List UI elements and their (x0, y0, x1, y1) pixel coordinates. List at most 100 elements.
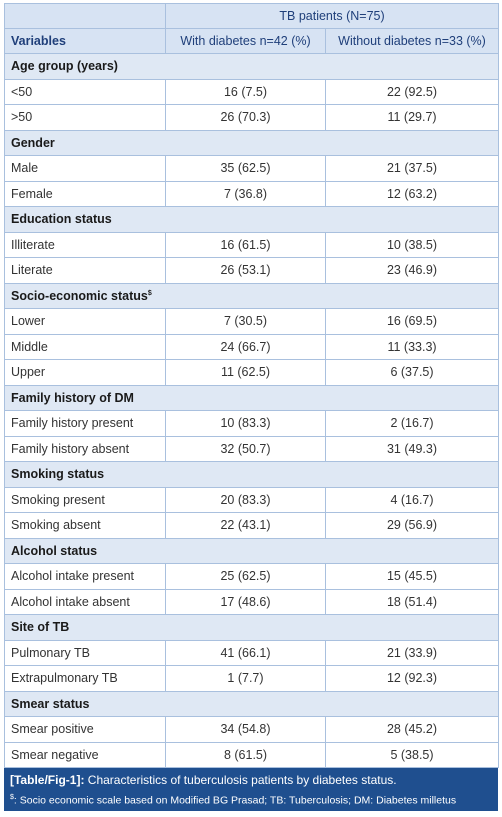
value-cell: 28 (45.2) (324, 716, 500, 743)
data-row: Extrapulmonary TB 1 (7.7) 12 (92.3) (4, 665, 500, 692)
row-label: >50 (4, 104, 166, 131)
section-title: Smear status (11, 696, 90, 711)
section-title: Education status (11, 212, 112, 227)
value-cell: 8 (61.5) (165, 741, 326, 768)
section-row: Gender (3, 129, 500, 156)
value-cell: 17 (48.6) (165, 588, 326, 615)
section-row: Age group (years) (3, 53, 500, 80)
row-label: Literate (4, 257, 166, 284)
value-cell: 11 (29.7) (324, 104, 500, 131)
value-cell: 21 (37.5) (324, 155, 500, 182)
section-marker: $ (147, 289, 152, 297)
caption-box: [Table/Fig-1]: Characteristics of tuberc… (4, 768, 498, 811)
row-label: Family history present (4, 410, 166, 437)
data-row: Illiterate 16 (61.5) 10 (38.5) (4, 231, 500, 258)
data-row: Middle 24 (66.7) 11 (33.3) (4, 333, 500, 360)
row-label: Family history absent (4, 435, 166, 462)
value-cell: 34 (54.8) (165, 716, 326, 743)
data-row: Upper 11 (62.5) 6 (37.5) (4, 359, 500, 386)
value-cell: 16 (69.5) (324, 308, 500, 335)
row-label: Middle (4, 333, 166, 360)
data-row: Female 7 (36.8) 12 (63.2) (4, 180, 500, 207)
section-row: Smear status (3, 690, 500, 717)
column-header: With diabetes n=42 (%) (165, 28, 326, 54)
value-cell: 11 (33.3) (324, 333, 500, 360)
group-header: TB patients (N=75) (164, 3, 500, 29)
data-row: Alcohol intake absent 17 (48.6) 18 (51.4) (4, 588, 500, 615)
value-cell: 32 (50.7) (165, 435, 326, 462)
section-cell: Smoking status (3, 461, 500, 488)
value-cell: 5 (38.5) (324, 741, 500, 768)
row-label: Extrapulmonary TB (4, 665, 166, 692)
value-cell: 35 (62.5) (165, 155, 326, 182)
header-row: TB patients (N=75) (4, 3, 500, 29)
value-cell: 1 (7.7) (165, 665, 326, 692)
value-cell: 26 (70.3) (165, 104, 326, 131)
section-row: Alcohol status (3, 537, 500, 564)
value-cell: 31 (49.3) (324, 435, 500, 462)
value-cell: 29 (56.9) (324, 512, 500, 539)
table: TB patients (N=75) Variables With diabet… (3, 3, 500, 768)
section-cell: Age group (years) (3, 53, 500, 80)
section-cell: Site of TB (3, 614, 500, 641)
data-row: Smear negative 8 (61.5) 5 (38.5) (4, 741, 500, 768)
caption-label: [Table/Fig-1]: (10, 773, 85, 787)
data-row: Smear positive 34 (54.8) 28 (45.2) (4, 716, 500, 743)
section-row: Site of TB (3, 614, 500, 641)
row-label: Pulmonary TB (4, 639, 166, 666)
section-row: Socio-economic status$ (3, 282, 500, 309)
section-title: Age group (years) (11, 59, 118, 74)
row-label: Alcohol intake absent (4, 588, 166, 615)
data-row: <50 16 (7.5) 22 (92.5) (4, 78, 500, 105)
row-label: Female (4, 180, 166, 207)
value-cell: 10 (38.5) (324, 231, 500, 258)
data-row: >50 26 (70.3) 11 (29.7) (4, 104, 500, 131)
section-cell: Socio-economic status$ (3, 282, 500, 309)
data-row: Family history present 10 (83.3) 2 (16.7) (4, 410, 500, 437)
value-cell: 23 (46.9) (324, 257, 500, 284)
value-cell: 7 (30.5) (165, 308, 326, 335)
section-title: Socio-economic status (11, 288, 148, 303)
value-cell: 4 (16.7) (324, 486, 500, 513)
data-row: Literate 26 (53.1) 23 (46.9) (4, 257, 500, 284)
data-row: Alcohol intake present 25 (62.5) 15 (45.5) (4, 563, 500, 590)
section-row: Education status (3, 206, 500, 233)
value-cell: 6 (37.5) (324, 359, 500, 386)
row-label: Alcohol intake present (4, 563, 166, 590)
data-row: Smoking absent 22 (43.1) 29 (56.9) (4, 512, 500, 539)
row-label: Smoking present (4, 486, 166, 513)
row-label: Male (4, 155, 166, 182)
section-title: Family history of DM (11, 390, 134, 405)
caption-text: Characteristics of tuberculosis patients… (87, 773, 397, 787)
data-row: Family history absent 32 (50.7) 31 (49.3) (4, 435, 500, 462)
row-label: Upper (4, 359, 166, 386)
section-cell: Education status (3, 206, 500, 233)
header-cell (4, 3, 166, 29)
value-cell: 20 (83.3) (165, 486, 326, 513)
section-cell: Gender (3, 129, 500, 156)
data-row: Pulmonary TB 41 (66.1) 21 (33.9) (4, 639, 500, 666)
value-cell: 15 (45.5) (324, 563, 500, 590)
column-header: Variables (4, 28, 166, 54)
value-cell: 7 (36.8) (165, 180, 326, 207)
value-cell: 10 (83.3) (165, 410, 326, 437)
footnote-text: : Socio economic scale based on Modified… (13, 794, 457, 807)
row-label: Smoking absent (4, 512, 166, 539)
table-container: TB patients (N=75) Variables With diabet… (3, 3, 500, 811)
section-title: Site of TB (11, 620, 70, 635)
value-cell: 25 (62.5) (165, 563, 326, 590)
value-cell: 18 (51.4) (324, 588, 500, 615)
section-row: Family history of DM (3, 384, 500, 411)
value-cell: 16 (61.5) (165, 231, 326, 258)
value-cell: 41 (66.1) (165, 639, 326, 666)
row-label: Illiterate (4, 231, 166, 258)
section-title: Smoking status (11, 467, 105, 482)
row-label: Lower (4, 308, 166, 335)
section-title: Gender (11, 135, 55, 150)
value-cell: 11 (62.5) (165, 359, 326, 386)
value-cell: 22 (92.5) (324, 78, 500, 105)
footnote-marker: $ (10, 794, 14, 801)
table-body: Age group (years) <50 16 (7.5) 22 (92.5) >50… (3, 53, 500, 768)
header-row: Variables With diabetes n=42 (%) Without… (4, 28, 500, 54)
